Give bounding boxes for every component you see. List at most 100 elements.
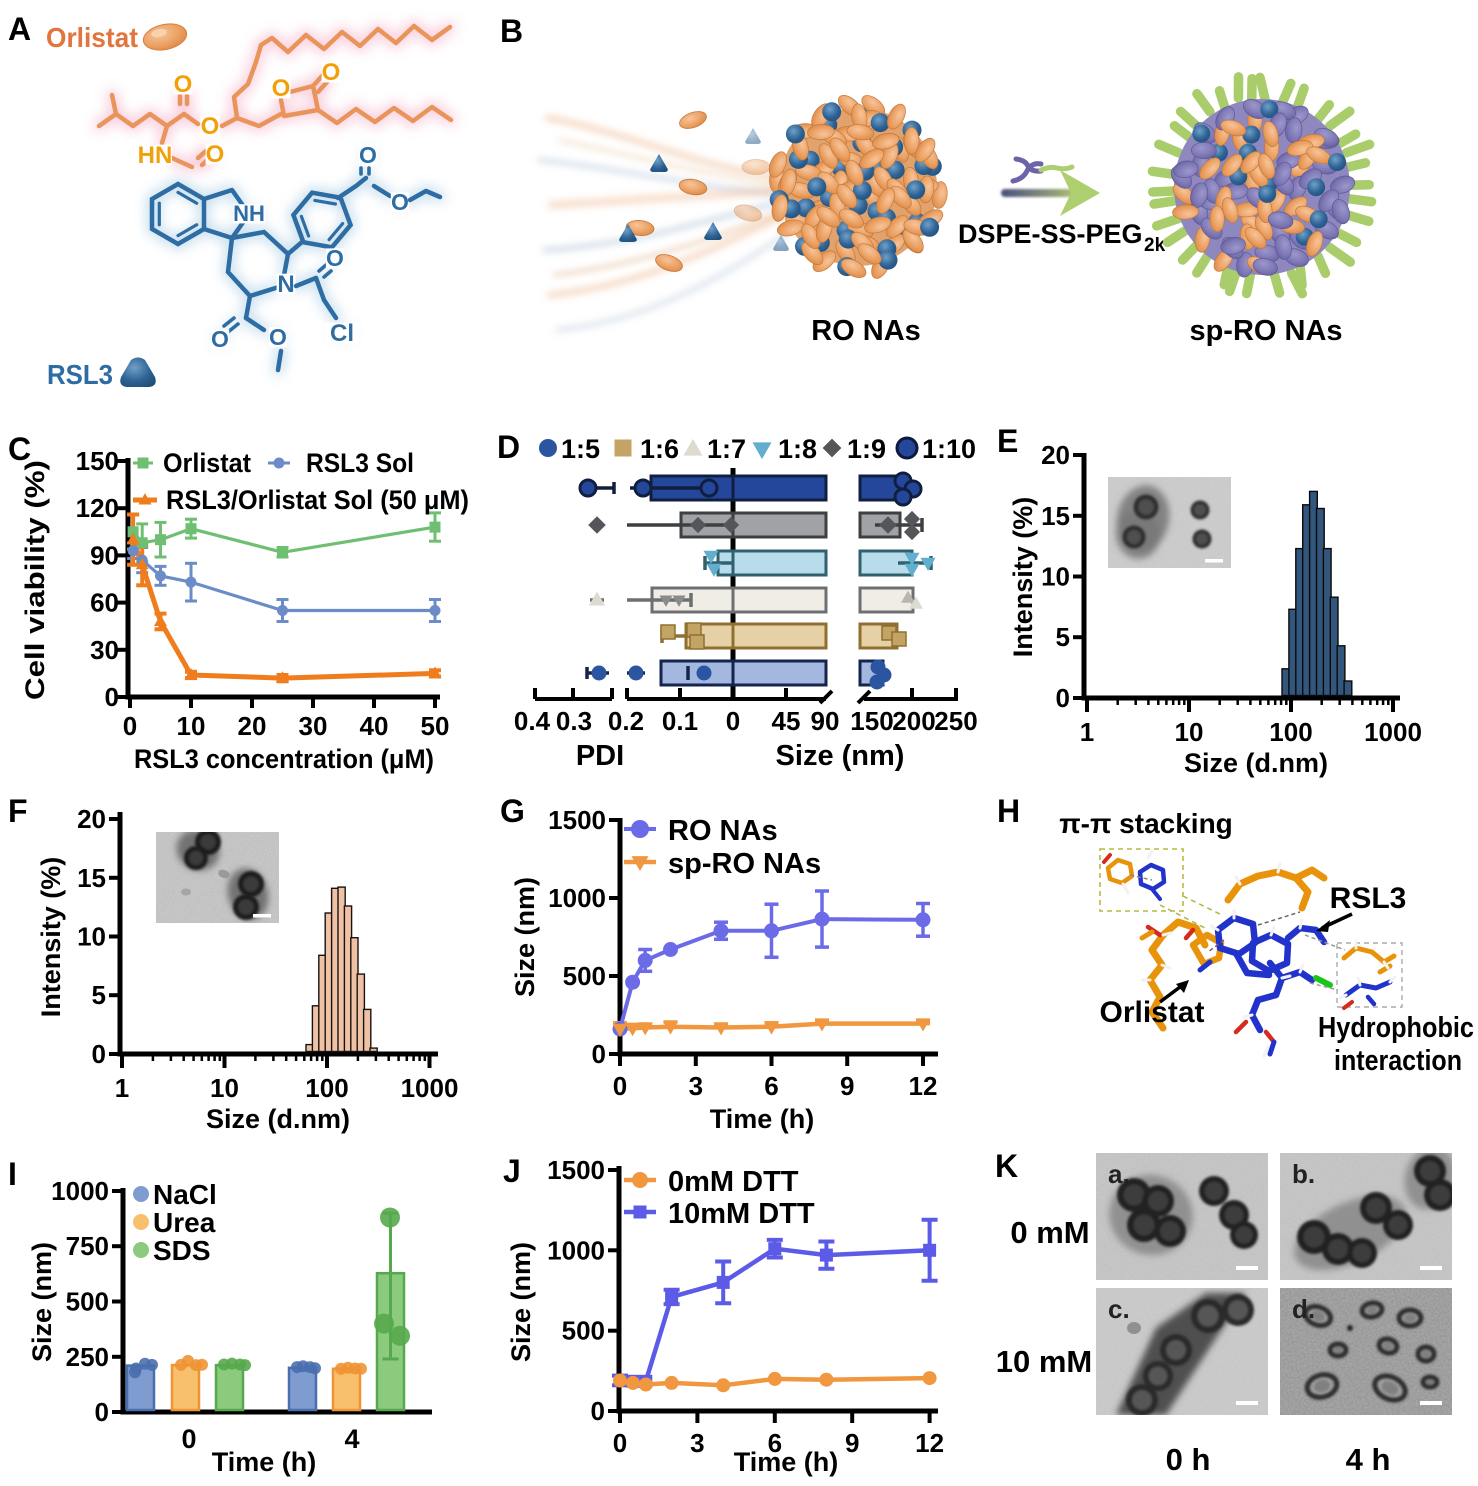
svg-text:Size (nm): Size (nm) [27, 1242, 57, 1362]
svg-text:NaCl: NaCl [153, 1179, 217, 1210]
svg-text:150: 150 [76, 446, 119, 476]
svg-text:10mM DTT: 10mM DTT [668, 1198, 815, 1230]
svg-text:Time (h): Time (h) [212, 1447, 317, 1477]
svg-text:1500: 1500 [548, 805, 606, 835]
svg-text:D: D [497, 429, 520, 465]
svg-text:1:6: 1:6 [640, 434, 679, 464]
svg-text:SDS: SDS [153, 1235, 211, 1266]
svg-text:1:9: 1:9 [847, 434, 886, 464]
svg-text:Orlistat: Orlistat [46, 22, 138, 53]
svg-text:RSL3 Sol: RSL3 Sol [306, 448, 414, 478]
svg-text:1: 1 [1080, 717, 1094, 747]
svg-text:0: 0 [92, 1039, 106, 1069]
svg-text:HN: HN [138, 142, 173, 169]
svg-text:O: O [326, 245, 344, 271]
svg-text:O: O [174, 71, 193, 98]
svg-text:K: K [995, 1148, 1018, 1184]
svg-text:100: 100 [305, 1073, 348, 1103]
svg-text:Size (d.nm): Size (d.nm) [1184, 748, 1328, 778]
svg-text:DSPE-SS-PEG: DSPE-SS-PEG [958, 219, 1143, 249]
svg-text:1000: 1000 [51, 1176, 109, 1206]
svg-text:0.1: 0.1 [662, 706, 698, 736]
svg-text:60: 60 [90, 588, 119, 618]
svg-text:0.2: 0.2 [608, 706, 644, 736]
svg-text:Size (nm): Size (nm) [510, 877, 540, 997]
svg-text:0: 0 [105, 682, 119, 712]
svg-text:O: O [391, 189, 409, 215]
svg-text:1500: 1500 [547, 1155, 605, 1185]
svg-text:Time (h): Time (h) [710, 1104, 815, 1134]
svg-text:Size (nm): Size (nm) [776, 740, 905, 772]
svg-text:Cl: Cl [330, 320, 354, 347]
svg-text:5: 5 [92, 980, 106, 1010]
svg-text:10: 10 [1041, 562, 1070, 592]
svg-text:B: B [500, 13, 523, 49]
svg-text:1: 1 [115, 1073, 129, 1103]
svg-text:120: 120 [76, 493, 119, 523]
svg-text:1:7: 1:7 [707, 434, 746, 464]
svg-text:15: 15 [1041, 501, 1070, 531]
svg-text:0.3: 0.3 [556, 706, 592, 736]
svg-text:Cell viability (%): Cell viability (%) [20, 460, 50, 700]
svg-text:12: 12 [915, 1428, 944, 1458]
svg-text:I: I [8, 1156, 17, 1192]
svg-text:0: 0 [123, 711, 137, 741]
svg-text:200: 200 [892, 706, 935, 736]
svg-text:Urea: Urea [153, 1207, 216, 1238]
svg-text:3: 3 [690, 1428, 704, 1458]
svg-text:90: 90 [811, 706, 840, 736]
svg-text:20: 20 [77, 804, 106, 834]
svg-text:20: 20 [238, 711, 267, 741]
svg-text:1:5: 1:5 [561, 434, 600, 464]
svg-text:0 h: 0 h [1166, 1442, 1211, 1477]
svg-text:1:10: 1:10 [922, 434, 976, 464]
svg-text:10: 10 [177, 711, 206, 741]
svg-text:45: 45 [772, 706, 801, 736]
svg-text:1:8: 1:8 [778, 434, 817, 464]
svg-text:10: 10 [1175, 717, 1204, 747]
svg-text:F: F [8, 793, 28, 829]
svg-text:5: 5 [1056, 622, 1070, 652]
svg-text:RSL3/Orlistat Sol (50 μM): RSL3/Orlistat Sol (50 μM) [166, 485, 469, 515]
svg-text:O: O [322, 59, 341, 86]
svg-text:Hydrophobic: Hydrophobic [1318, 1012, 1474, 1044]
svg-text:0.4: 0.4 [514, 706, 551, 736]
svg-text:Orlistat: Orlistat [1099, 996, 1204, 1029]
svg-text:10 mM: 10 mM [996, 1344, 1092, 1379]
svg-text:PDI: PDI [576, 740, 624, 772]
svg-text:0: 0 [1056, 683, 1070, 713]
svg-text:H: H [997, 793, 1020, 829]
svg-text:Size (d.nm): Size (d.nm) [206, 1104, 350, 1134]
svg-text:4: 4 [344, 1424, 359, 1454]
svg-text:sp-RO NAs: sp-RO NAs [1189, 315, 1342, 347]
svg-text:sp-RO NAs: sp-RO NAs [668, 848, 821, 880]
svg-text:750: 750 [66, 1231, 109, 1261]
svg-text:O: O [211, 326, 229, 352]
svg-text:RO NAs: RO NAs [668, 815, 778, 847]
svg-text:0: 0 [592, 1039, 606, 1069]
svg-text:30: 30 [299, 711, 328, 741]
svg-text:0: 0 [726, 706, 740, 736]
svg-text:RSL3 concentration (μM): RSL3 concentration (μM) [134, 744, 434, 774]
svg-text:O: O [206, 141, 225, 168]
svg-text:G: G [500, 793, 525, 829]
svg-text:O: O [272, 75, 291, 102]
svg-text:Time (h): Time (h) [734, 1447, 839, 1477]
svg-text:6: 6 [764, 1071, 778, 1101]
svg-text:100: 100 [1269, 717, 1312, 747]
svg-text:π-π stacking: π-π stacking [1059, 808, 1233, 839]
svg-text:J: J [503, 1153, 521, 1189]
svg-text:A: A [8, 11, 31, 47]
svg-text:1000: 1000 [548, 883, 606, 913]
svg-text:10: 10 [77, 922, 106, 952]
svg-text:0: 0 [591, 1396, 605, 1426]
svg-text:O: O [359, 142, 377, 168]
svg-text:b.: b. [1292, 1159, 1315, 1189]
svg-text:Intensity (%): Intensity (%) [36, 857, 66, 1018]
svg-text:4 h: 4 h [1346, 1442, 1391, 1477]
svg-text:N: N [277, 271, 294, 298]
svg-text:E: E [997, 423, 1018, 459]
svg-text:9: 9 [840, 1071, 854, 1101]
svg-text:3: 3 [689, 1071, 703, 1101]
svg-text:RSL3: RSL3 [47, 359, 113, 390]
